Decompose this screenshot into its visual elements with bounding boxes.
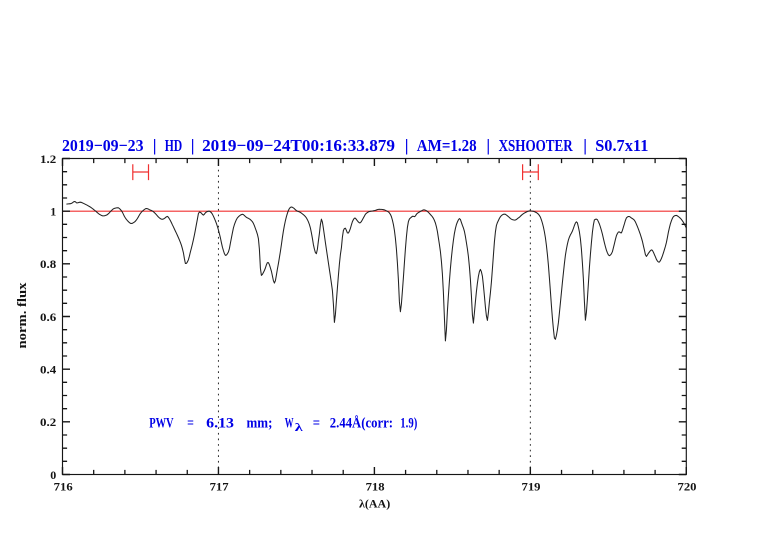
svg-text:717: 717 [210,479,229,493]
svg-text:=: = [313,416,320,432]
svg-text:716: 716 [54,479,73,493]
svg-text:mm;: mm; [247,416,273,432]
svg-text:6.13: 6.13 [206,416,234,432]
svg-text:|: | [153,136,157,155]
svg-text:AM=1.28: AM=1.28 [417,136,477,155]
svg-text:1.2: 1.2 [40,152,56,166]
svg-text:norm. flux: norm. flux [14,282,29,349]
svg-text:λ(AA): λ(AA) [359,497,390,511]
svg-text:1: 1 [50,205,56,219]
svg-text:|: | [583,136,587,155]
svg-text:0.4: 0.4 [40,363,56,377]
svg-text:1.9): 1.9) [400,416,417,432]
svg-text:0.6: 0.6 [40,310,56,324]
svg-text:2019−09−23: 2019−09−23 [62,136,144,155]
svg-text:|: | [191,136,195,155]
svg-text:S0.7x11: S0.7x11 [595,136,648,155]
svg-text:720: 720 [678,479,697,493]
svg-text:W: W [285,416,294,432]
svg-text:718: 718 [366,479,385,493]
svg-text:0.2: 0.2 [40,415,56,429]
svg-text:|: | [486,136,490,155]
svg-text:XSHOOTER: XSHOOTER [499,136,574,155]
svg-text:719: 719 [522,479,541,493]
svg-text:0.8: 0.8 [40,257,56,271]
svg-text:2019−09−24T00:16:33.879: 2019−09−24T00:16:33.879 [202,136,395,155]
svg-text:0: 0 [50,468,56,482]
svg-text:|: | [405,136,409,155]
svg-text:HD: HD [165,136,183,155]
svg-text:PWV: PWV [149,416,174,432]
svg-text:=: = [187,416,194,432]
svg-text:2.44Å(corr:: 2.44Å(corr: [330,416,393,432]
svg-text:λ: λ [295,422,303,434]
